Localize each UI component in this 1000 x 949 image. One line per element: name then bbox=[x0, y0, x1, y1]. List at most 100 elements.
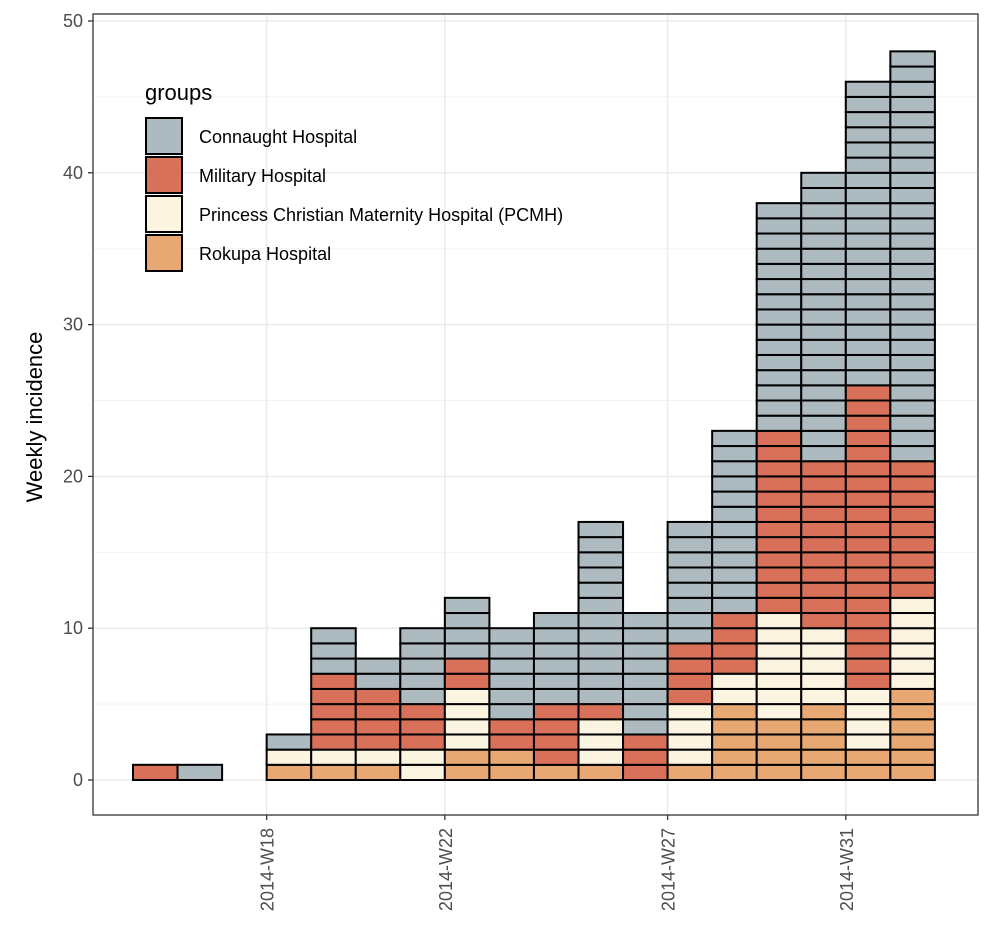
bar-segment-military-hospital bbox=[310, 703, 357, 721]
bar-segment-military-hospital bbox=[755, 429, 803, 448]
bar-segment-connaught-hospital bbox=[844, 186, 892, 205]
bar-segment-rokupa-hospital bbox=[755, 733, 803, 751]
bar-segment-connaught-hospital bbox=[800, 369, 847, 387]
bar-segment-connaught-hospital bbox=[755, 414, 803, 432]
legend-key bbox=[145, 234, 183, 272]
x-tick-label: 2014-W27 bbox=[659, 828, 679, 911]
bar-segment-rokupa-hospital bbox=[443, 763, 491, 782]
bar-segment-connaught-hospital bbox=[755, 353, 803, 372]
bar-segment-princess-christian-maternity-hospital-pcmh- bbox=[755, 687, 803, 706]
bar-segment-connaught-hospital bbox=[889, 399, 936, 417]
bar-segment-rokupa-hospital bbox=[666, 763, 714, 782]
bar-segment-connaught-hospital bbox=[800, 429, 847, 448]
bar-segment-military-hospital bbox=[755, 505, 803, 523]
bar-segment-connaught-hospital bbox=[755, 308, 803, 326]
bar-segment-connaught-hospital bbox=[488, 642, 535, 660]
legend-title: groups bbox=[145, 80, 212, 105]
bar-segment-military-hospital bbox=[889, 490, 936, 508]
bar-segment-military-hospital bbox=[622, 763, 669, 782]
bar-segment-connaught-hospital bbox=[800, 293, 847, 311]
bar-segment-connaught-hospital bbox=[310, 627, 357, 645]
bar-segment-connaught-hospital bbox=[889, 429, 936, 448]
bar-segment-military-hospital bbox=[399, 733, 446, 751]
bar-segment-military-hospital bbox=[889, 551, 936, 569]
bar-segment-military-hospital bbox=[844, 520, 892, 539]
bar-segment-rokupa-hospital bbox=[755, 748, 803, 766]
bar-segment-military-hospital bbox=[577, 703, 625, 721]
bar-segment-military-hospital bbox=[354, 703, 402, 721]
bar-segment-military-hospital bbox=[844, 551, 892, 569]
bar-segment-connaught-hospital bbox=[889, 50, 936, 68]
bar-segment-connaught-hospital bbox=[844, 247, 892, 265]
bar-segment-military-hospital bbox=[844, 445, 892, 463]
bar-segment-military-hospital bbox=[443, 672, 491, 690]
bar-segment-military-hospital bbox=[844, 566, 892, 584]
bar-segment-connaught-hospital bbox=[622, 672, 669, 690]
bar-segment-princess-christian-maternity-hospital-pcmh- bbox=[800, 657, 847, 675]
bar-segment-rokupa-hospital bbox=[800, 733, 847, 751]
bar-segment-connaught-hospital bbox=[889, 323, 936, 341]
bar-segment-connaught-hospital bbox=[488, 627, 535, 645]
bar-segment-connaught-hospital bbox=[577, 642, 625, 660]
legend-label: Rokupa Hospital bbox=[199, 244, 331, 264]
bar-segment-connaught-hospital bbox=[800, 414, 847, 432]
bar-segment-princess-christian-maternity-hospital-pcmh- bbox=[800, 672, 847, 690]
bar-segment-military-hospital bbox=[800, 490, 847, 508]
bar-segment-rokupa-hospital bbox=[800, 718, 847, 736]
legend-label: Connaught Hospital bbox=[199, 127, 357, 147]
bar-segment-connaught-hospital bbox=[889, 278, 936, 296]
bar-segment-connaught-hospital bbox=[532, 627, 580, 645]
bar-segment-connaught-hospital bbox=[755, 278, 803, 296]
bar-segment-rokupa-hospital bbox=[711, 733, 758, 751]
bar-segment-connaught-hospital bbox=[755, 338, 803, 356]
bar-segment-connaught-hospital bbox=[488, 672, 535, 690]
bar-segment-connaught-hospital bbox=[755, 217, 803, 235]
bar-segment-connaught-hospital bbox=[354, 657, 402, 675]
bar-segment-connaught-hospital bbox=[889, 80, 936, 98]
bar-segment-connaught-hospital bbox=[711, 566, 758, 584]
bar-segment-connaught-hospital bbox=[889, 95, 936, 114]
legend-key bbox=[145, 156, 183, 194]
bar-segment-military-hospital bbox=[532, 748, 580, 766]
bar-segment-military-hospital bbox=[889, 581, 936, 599]
bar-segment-princess-christian-maternity-hospital-pcmh- bbox=[443, 718, 491, 736]
bar-segment-rokupa-hospital bbox=[800, 763, 847, 782]
bar-segment-rokupa-hospital bbox=[532, 763, 580, 782]
bar-segment-princess-christian-maternity-hospital-pcmh- bbox=[755, 627, 803, 645]
y-tick-label: 20 bbox=[63, 466, 83, 486]
bar-segment-military-hospital bbox=[800, 612, 847, 630]
bar-segment-military-hospital bbox=[755, 581, 803, 599]
bar-segment-connaught-hospital bbox=[755, 384, 803, 402]
bar-segment-connaught-hospital bbox=[844, 156, 892, 174]
bar-segment-princess-christian-maternity-hospital-pcmh- bbox=[666, 748, 714, 766]
bar-segment-military-hospital bbox=[844, 460, 892, 478]
y-tick-label: 40 bbox=[63, 163, 83, 183]
bar-segment-connaught-hospital bbox=[711, 551, 758, 569]
bar-segment-connaught-hospital bbox=[577, 536, 625, 554]
bar-segment-connaught-hospital bbox=[666, 566, 714, 584]
bar-segment-military-hospital bbox=[755, 596, 803, 615]
bar-segment-connaught-hospital bbox=[889, 186, 936, 205]
bar-segment-connaught-hospital bbox=[577, 627, 625, 645]
bar-segment-military-hospital bbox=[844, 429, 892, 448]
bar-segment-connaught-hospital bbox=[800, 323, 847, 341]
bar-segment-military-hospital bbox=[666, 672, 714, 690]
bar-segment-connaught-hospital bbox=[844, 126, 892, 144]
bar-segment-connaught-hospital bbox=[800, 353, 847, 372]
bar-segment-rokupa-hospital bbox=[488, 748, 535, 766]
bar-segment-connaught-hospital bbox=[755, 247, 803, 265]
bar-segment-connaught-hospital bbox=[844, 95, 892, 114]
bar-segment-military-hospital bbox=[800, 505, 847, 523]
bar-segment-connaught-hospital bbox=[577, 551, 625, 569]
bar-segment-princess-christian-maternity-hospital-pcmh- bbox=[310, 748, 357, 766]
bar-segment-military-hospital bbox=[800, 536, 847, 554]
bar-segment-princess-christian-maternity-hospital-pcmh- bbox=[666, 733, 714, 751]
bar-segment-military-hospital bbox=[844, 399, 892, 417]
bar-segment-connaught-hospital bbox=[622, 718, 669, 736]
bar-segment-military-hospital bbox=[755, 445, 803, 463]
bar-segment-connaught-hospital bbox=[443, 627, 491, 645]
bar-segment-connaught-hospital bbox=[399, 627, 446, 645]
bar-segment-connaught-hospital bbox=[711, 505, 758, 523]
bar-segment-princess-christian-maternity-hospital-pcmh- bbox=[711, 687, 758, 706]
bar-segment-connaught-hospital bbox=[800, 338, 847, 356]
